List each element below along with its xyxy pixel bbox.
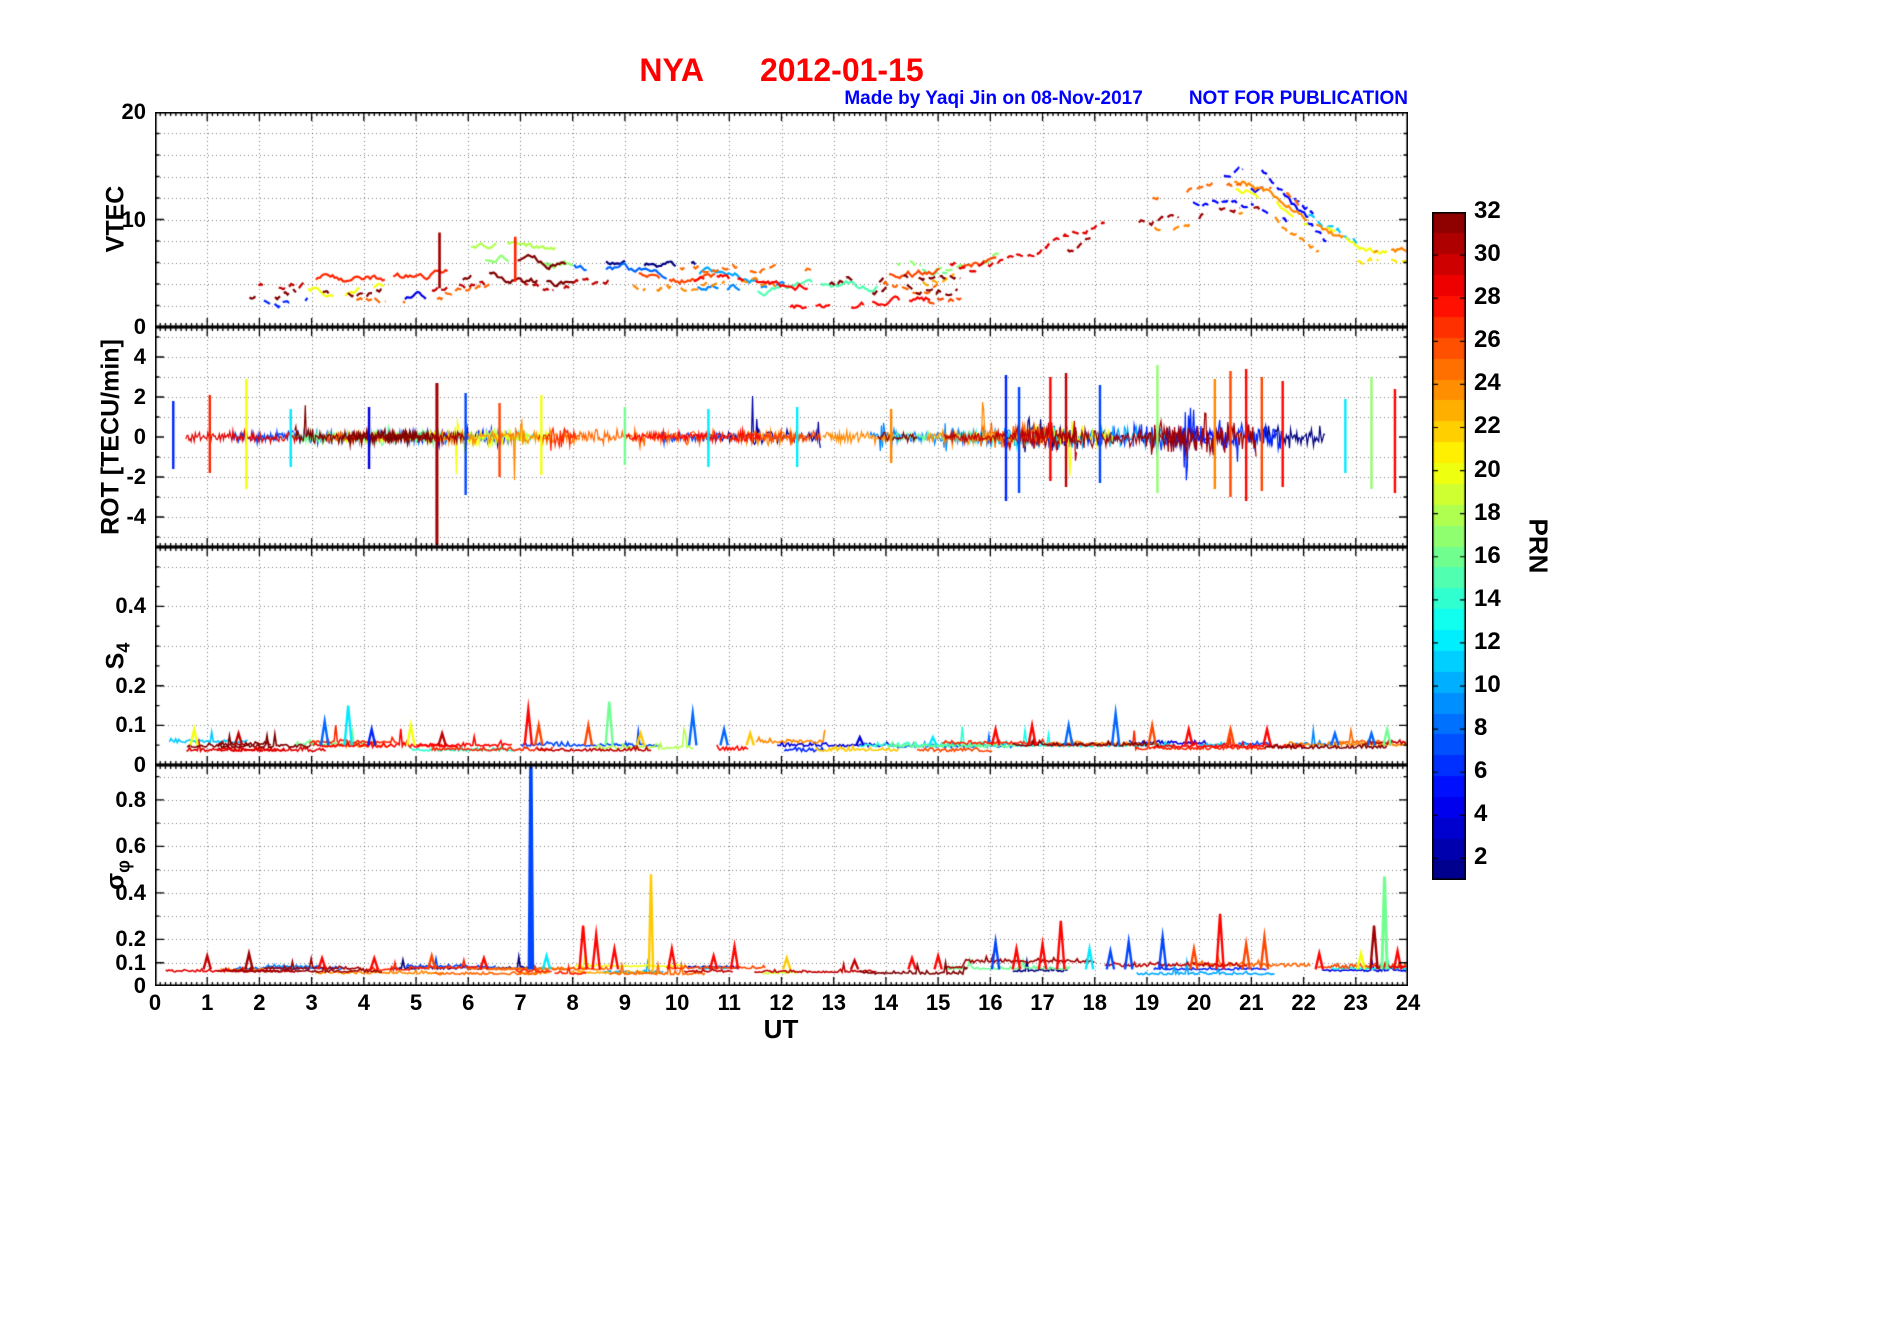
colorbar-tick-label: 18: [1474, 498, 1501, 526]
colorbar-tick-label: 20: [1474, 455, 1501, 483]
prn-colorbar-label: PRN: [1523, 518, 1554, 574]
colorbar-tick-label: 28: [1474, 283, 1501, 311]
x-tick-label: 4: [357, 990, 370, 1015]
credit-line: Made by Yaqi Jin on 08-Nov-2017 NOT FOR …: [155, 88, 1408, 110]
colorbar-tick-label: 32: [1474, 197, 1501, 224]
colorbar-tick-label: 4: [1474, 800, 1488, 828]
vtec-ytick-label: 10: [121, 206, 146, 232]
x-tick-label: 9: [618, 990, 631, 1015]
x-tick-label: 11: [717, 990, 741, 1015]
x-tick-label: 14: [873, 990, 899, 1015]
x-tick-label: 13: [821, 990, 846, 1015]
station-name: NYA: [639, 52, 704, 88]
sigma_phi-ytick-label: 0.6: [115, 833, 146, 859]
colorbar-tick-label: 6: [1474, 757, 1488, 785]
rot-ytick-label: 4: [133, 344, 146, 369]
made-by-text: Made by Yaqi Jin on 08-Nov-2017: [844, 88, 1143, 109]
colorbar-tick-label: 22: [1474, 412, 1501, 440]
s4-ytick-label: 0.2: [115, 672, 146, 698]
vtec-ytick-label: 20: [121, 99, 146, 124]
x-tick-label: 2: [253, 990, 266, 1015]
x-tick-label: 23: [1343, 990, 1369, 1015]
x-tick-label: 8: [566, 990, 579, 1015]
rot-ytick-label: 2: [133, 384, 146, 409]
sigma_phi-ytick-label: 0.8: [115, 786, 146, 812]
vtec-ytick-label: 0: [133, 314, 146, 339]
ut-axis-label: UT: [763, 1014, 799, 1044]
chart-title: NYA 2012-01-15: [155, 52, 1408, 89]
s4-plot-canvas: [155, 547, 1408, 765]
s4-ytick-label: 0.4: [115, 593, 146, 619]
x-tick-label: 19: [1134, 990, 1160, 1015]
x-tick-label: 6: [462, 990, 475, 1015]
s4-ytick-label: 0: [133, 752, 146, 777]
colorbar-tick-label: 2: [1474, 843, 1488, 871]
colorbar-tick-label: 12: [1474, 627, 1501, 655]
x-tick-label: 12: [769, 990, 794, 1015]
prn-colorbar: [1432, 212, 1466, 880]
sigma_phi-ytick-label: 0.4: [115, 879, 146, 905]
colorbar-tick-label: 30: [1474, 240, 1501, 268]
x-tick-label: 16: [978, 990, 1003, 1015]
x-tick-label: 18: [1082, 990, 1107, 1015]
sigma_phi-plot-canvas: [155, 765, 1408, 986]
vtec-plot-canvas: [155, 112, 1408, 327]
colorbar-tick-label: 10: [1474, 671, 1501, 699]
x-tick-label: 20: [1186, 990, 1212, 1015]
x-tick-label: 15: [925, 990, 951, 1015]
colorbar-tick-label: 8: [1474, 714, 1488, 742]
x-tick-label: 0: [148, 990, 162, 1015]
sigma_phi-ytick-label: 0.1: [115, 949, 146, 975]
s4-axis-label: S4: [101, 642, 134, 670]
sigma_phi-ytick-label: 0.2: [115, 926, 146, 952]
x-tick-label: 7: [514, 990, 527, 1015]
title-date: 2012-01-15: [759, 52, 924, 88]
rot-plot-canvas: [155, 327, 1408, 547]
rot-ytick-label: -4: [126, 504, 146, 529]
not-for-publication-text: NOT FOR PUBLICATION: [1188, 88, 1408, 109]
x-tick-label: 21: [1239, 990, 1264, 1015]
rot-ytick-label: -2: [126, 464, 146, 489]
rot-ytick-label: 0: [133, 424, 146, 449]
x-tick-label: 5: [409, 990, 423, 1015]
sigma_phi-ytick-label: 0: [133, 973, 146, 998]
x-tick-label: 24: [1395, 990, 1421, 1015]
x-tick-label: 17: [1030, 990, 1055, 1015]
colorbar-tick-label: 16: [1474, 541, 1501, 569]
x-tick-label: 1: [201, 990, 214, 1015]
x-tick-label: 3: [305, 990, 318, 1015]
colorbar-tick-label: 14: [1474, 584, 1501, 612]
x-tick-label: 10: [664, 990, 690, 1015]
colorbar-tick-label: 24: [1474, 369, 1501, 397]
colorbar-tick-label: 26: [1474, 326, 1501, 354]
s4-ytick-label: 0.1: [115, 712, 146, 738]
x-tick-label: 22: [1291, 990, 1316, 1015]
